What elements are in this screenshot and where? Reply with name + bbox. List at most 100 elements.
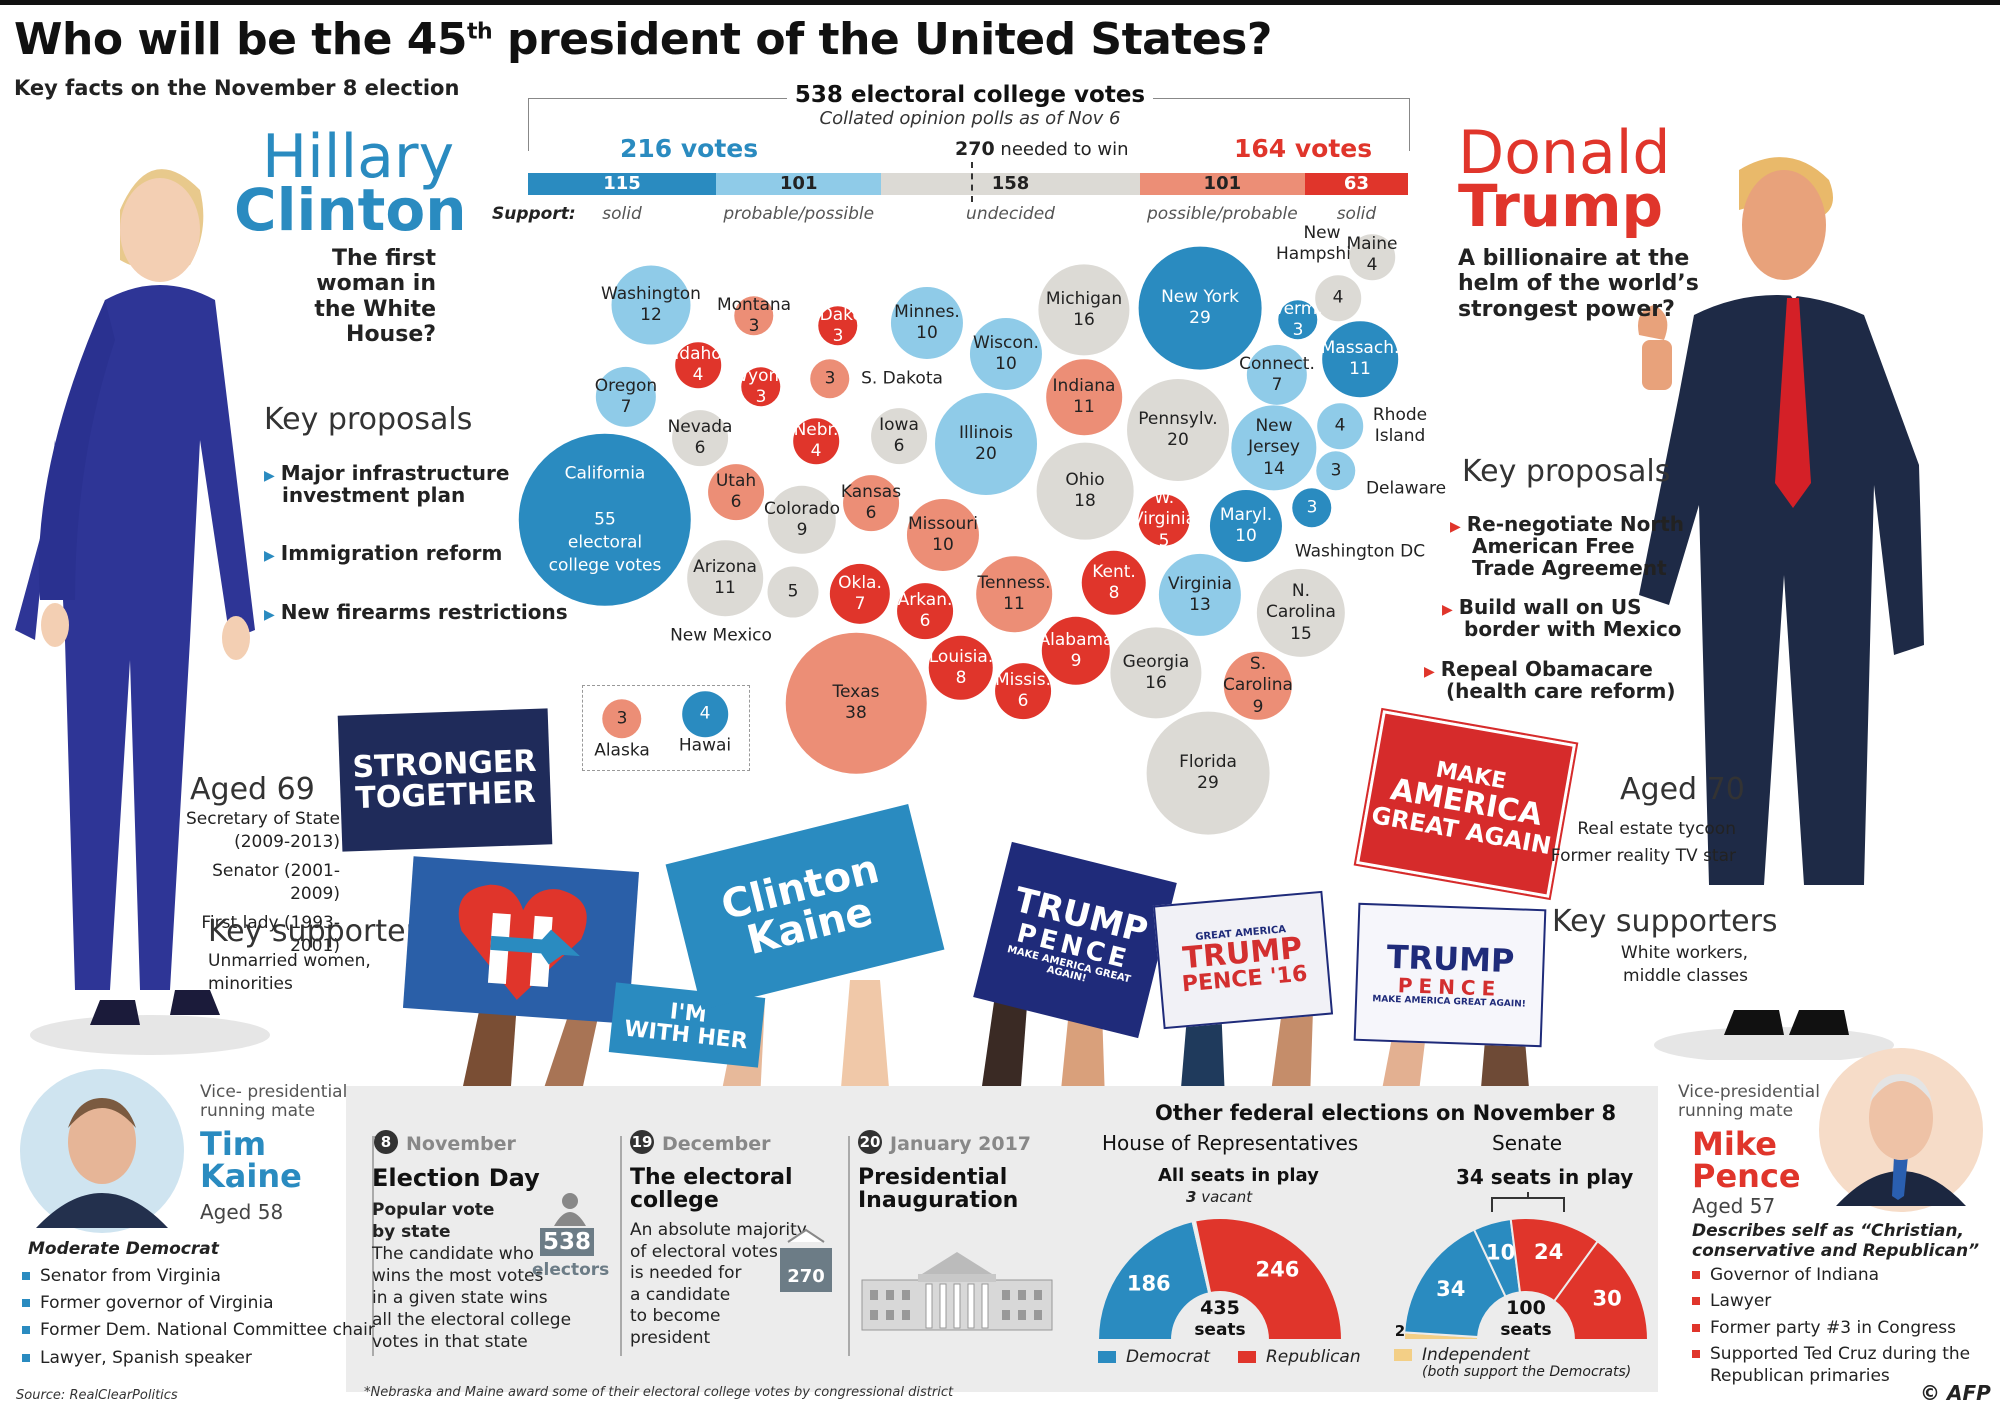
clinton-last-name: Clinton: [234, 176, 467, 244]
federal-elections-title: Other federal elections on November 8: [1155, 1101, 1617, 1125]
seat-label: seats: [1194, 1320, 1245, 1340]
ballot-box-icon: [780, 1228, 832, 1292]
sign-stronger-together: STRONGER TOGETHER: [337, 708, 553, 852]
clinton-key-proposals-title: Key proposals: [264, 402, 473, 437]
state-label: Utah 6: [715, 470, 757, 512]
list-item: Former governor of Virginia: [22, 1290, 375, 1317]
state-label: N. Dakota 3: [796, 304, 880, 346]
state-bubble: [1046, 359, 1122, 435]
state-bubble: [1138, 494, 1190, 546]
kaine-role-label: Vice- presidential running mate: [200, 1082, 348, 1121]
state-label: New Hampshire: [1276, 222, 1368, 264]
seat-label: 186: [1127, 1271, 1171, 1295]
state-ev-label: 4: [1334, 415, 1346, 436]
sign-trump-pence-16: GREAT AMERICA TRUMP PENCE '16: [1152, 890, 1334, 1030]
state-label: Nevada 6: [667, 416, 733, 458]
state-label: New Jersey 14: [1248, 416, 1300, 479]
state-bubble: [1256, 568, 1346, 658]
trump-votes-total: 164 votes: [1234, 134, 1373, 163]
state-bubble: [611, 265, 691, 345]
state-label: S. Carolina 9: [1223, 654, 1293, 717]
state-label: Washington DC: [1294, 541, 1426, 562]
state-label: Maine 4: [1346, 233, 1398, 275]
state-label: Louisia. 8: [928, 646, 994, 688]
state-bubble: [1349, 234, 1395, 280]
state-bubble: [871, 408, 927, 464]
afp-logo: © AFP: [1920, 1381, 1991, 1405]
seat-segment: [1403, 1228, 1507, 1339]
electoral-bar-segment: 158: [881, 173, 1140, 195]
seat-label: seats: [1500, 1320, 1551, 1340]
threshold-label: 270 needed to win: [955, 138, 1129, 160]
state-bubble: [1038, 264, 1130, 356]
electoral-bar-segment: 101: [716, 173, 882, 195]
support-category-label: solid: [1336, 204, 1377, 224]
step-2-title: The electoral college: [630, 1165, 793, 1214]
senate-label: Senate: [1492, 1131, 1563, 1155]
seat-segment: [1096, 1219, 1211, 1340]
seat-label: 246: [1255, 1257, 1299, 1281]
clinton-proposal-2: ▶ Immigration reform: [264, 541, 503, 565]
state-label: New York 29: [1161, 286, 1239, 328]
trump-first-name: Donald: [1458, 118, 1671, 188]
square-bullet-icon: [1692, 1323, 1700, 1332]
clinton-first-name: Hillary: [262, 122, 455, 192]
clinton-bio: Secretary of State (2009-2013) Senator (20…: [186, 809, 340, 956]
trump-age: Aged 70: [1620, 772, 1745, 807]
state-label: New Mexico: [670, 625, 772, 646]
electoral-title: 538 electoral college votes: [528, 82, 1412, 108]
state-label: Nebr. 4: [793, 419, 839, 461]
state-bubble: [595, 366, 657, 428]
sign-trump-pence-white: TRUMP PENCE MAKE AMERICA GREAT AGAIN!: [1353, 902, 1547, 1048]
triangle-bullet-icon: ▶: [264, 607, 275, 623]
state-bubble: [734, 296, 774, 336]
square-bullet-icon: [1692, 1350, 1700, 1359]
state-bubble: [602, 699, 642, 739]
state-label: Rhode Island: [1372, 404, 1428, 446]
state-label: S. Dakota: [861, 368, 943, 389]
support-label: Support:: [492, 204, 576, 224]
legend-democrat: Democrat: [1098, 1347, 1210, 1367]
electoral-bar-segment: 115: [528, 173, 717, 195]
electoral-bar-segment: 63: [1304, 173, 1408, 195]
step-2-date: December: [662, 1133, 771, 1155]
state-bubble: [1036, 442, 1134, 540]
democrat-swatch: [1098, 1351, 1116, 1363]
state-bubble: [1158, 553, 1242, 637]
person-icon: [554, 1193, 586, 1226]
clinton-age: Aged 69: [190, 772, 315, 807]
timeline-divider: [372, 1136, 374, 1356]
state-label: Pennsylv. 20: [1138, 408, 1218, 450]
clinton-proposal-3: ▶ New firearms restrictions: [264, 600, 568, 624]
square-bullet-icon: [1692, 1297, 1700, 1306]
square-bullet-icon: [22, 1353, 30, 1362]
state-bubble: [1246, 344, 1308, 406]
alaska-hawaii-inset: [582, 685, 750, 771]
step-2-number: 19: [630, 1130, 654, 1154]
step-1-text: The candidate who wins the most votes in a…: [372, 1244, 572, 1353]
state-bubble: [1146, 711, 1270, 835]
kaine-description: Moderate Democrat: [28, 1239, 219, 1259]
heart-h-logo-icon: [458, 884, 587, 1000]
list-item: Former Dem. National Committee chair: [22, 1317, 375, 1344]
trump-key-proposals-title: Key proposals: [1462, 454, 1671, 489]
state-label: Michigan 16: [1045, 288, 1123, 330]
state-bubble: [1315, 275, 1361, 321]
square-bullet-icon: [22, 1272, 30, 1280]
state-bubble: [1231, 405, 1317, 491]
square-bullet-icon: [22, 1326, 30, 1335]
state-bubble: [741, 367, 781, 407]
seat-label: 2: [1396, 1322, 1405, 1340]
seat-label: 30: [1592, 1287, 1621, 1311]
state-ev-label: 5: [787, 581, 799, 602]
source-note: Source: RealClearPolitics: [16, 1388, 178, 1403]
state-bubble: [1292, 488, 1332, 528]
page-subtitle: Key facts on the November 8 election: [14, 76, 460, 100]
state-bubble: [767, 566, 819, 618]
support-category-label: possible/probable: [1146, 204, 1298, 224]
sign-clinton-logo: [402, 856, 640, 1024]
timeline-divider: [848, 1136, 850, 1356]
pence-description: Describes self as “Christian, conservativ…: [1692, 1221, 1980, 1261]
house-seats-title: All seats in play: [1158, 1165, 1319, 1186]
